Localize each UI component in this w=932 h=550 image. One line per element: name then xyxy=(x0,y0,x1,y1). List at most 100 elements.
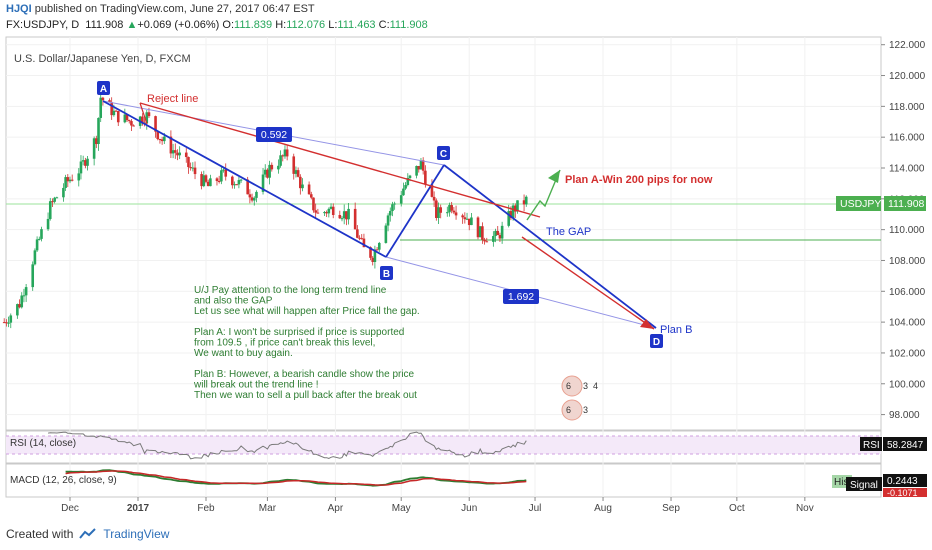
candle-body xyxy=(465,218,469,220)
ratio-badge-2[interactable] xyxy=(503,289,539,304)
hist-tag-label: His xyxy=(834,477,848,488)
candle-body xyxy=(338,215,342,219)
svg-text:3: 3 xyxy=(583,381,588,391)
candle-body xyxy=(261,174,265,192)
trend-line-bc[interactable] xyxy=(385,164,445,258)
event-icons[interactable]: 6 3 4 6 3 xyxy=(561,375,598,421)
plan-a-arrow[interactable] xyxy=(526,169,561,221)
candle-body xyxy=(224,169,228,177)
candle-body xyxy=(492,236,495,242)
time-axis[interactable]: Dec 2017 Feb Mar Apr May Jun Jul Aug Sep Oct Nov xyxy=(61,497,814,514)
candle-body xyxy=(292,156,296,174)
symbol-price-tag[interactable] xyxy=(836,196,881,211)
candle-body xyxy=(158,138,162,140)
candle-body xyxy=(5,322,8,324)
candle-body xyxy=(154,116,157,132)
ratio-badge-1[interactable] xyxy=(256,127,292,142)
note-line: Plan A: I won't be surprised if price is… xyxy=(194,327,404,338)
y-tick-label: 114.000 xyxy=(889,164,925,175)
candle-body xyxy=(184,152,188,158)
tradingview-brand[interactable]: TradingView xyxy=(103,527,170,541)
reject-trend-line[interactable] xyxy=(139,102,541,218)
x-tick-label: Aug xyxy=(594,503,612,514)
ratio-label-1: 0.592 xyxy=(261,129,287,141)
current-price-tag[interactable] xyxy=(884,196,926,211)
candle-body xyxy=(369,247,372,258)
x-tick-label: Jul xyxy=(529,503,542,514)
candle-body xyxy=(193,167,197,175)
publish-header: HJQI published on TradingView.com, June … xyxy=(6,3,315,15)
macd-label: MACD (12, 26, close, 9) xyxy=(10,475,117,486)
candle-body xyxy=(22,295,26,297)
candle-body xyxy=(435,200,438,218)
candle-body xyxy=(377,242,381,250)
candle-body xyxy=(417,165,421,170)
candle-body xyxy=(463,217,467,220)
close-value: 111.908 xyxy=(389,19,428,31)
candle-body xyxy=(97,117,100,145)
point-a-badge[interactable] xyxy=(97,81,110,95)
signal-line xyxy=(65,470,527,486)
symbol-name[interactable]: FX:USDJPY, D xyxy=(6,19,80,31)
candle-body xyxy=(237,180,241,185)
tradingview-logo-icon xyxy=(79,528,97,539)
y-tick-label: 122.000 xyxy=(889,40,926,51)
x-tick-label: Feb xyxy=(197,503,215,514)
candle-body xyxy=(77,173,81,181)
candle-body xyxy=(522,200,526,205)
candle-body xyxy=(279,155,282,166)
candle-body xyxy=(33,250,37,265)
rsi-tag-label-bg xyxy=(860,437,882,451)
plan-b-arrow[interactable] xyxy=(521,236,655,330)
candle-body xyxy=(202,175,206,187)
candle-body xyxy=(342,211,346,219)
candle-body xyxy=(432,196,436,201)
point-c-badge[interactable] xyxy=(437,146,450,160)
candle-body xyxy=(483,239,486,242)
candle-body xyxy=(169,136,173,154)
candle-body xyxy=(160,139,164,142)
candle-body xyxy=(24,287,28,296)
y-tick-label: 98.000 xyxy=(889,410,920,421)
trend-line-ab[interactable] xyxy=(102,100,387,258)
price-axis[interactable]: 122.000120.000118.000116.000114.000112.0… xyxy=(881,40,926,421)
candle-body xyxy=(16,304,19,316)
candle-body xyxy=(7,322,10,324)
candle-body xyxy=(81,160,85,162)
y-tick-label: 104.000 xyxy=(889,318,926,329)
candle-body xyxy=(496,230,500,236)
candle-body xyxy=(283,149,287,157)
candle-body xyxy=(220,170,223,182)
candle-body xyxy=(141,116,144,123)
point-b-label: B xyxy=(383,269,390,280)
trend-line-cd[interactable] xyxy=(443,164,657,329)
candle-body xyxy=(430,184,434,197)
point-d-badge[interactable] xyxy=(650,334,663,348)
candle-body xyxy=(66,177,70,182)
candle-body xyxy=(191,167,195,169)
change-value: +0.069 (+0.06%) xyxy=(137,19,220,31)
author-name[interactable]: HJQI xyxy=(6,3,32,15)
candle-body xyxy=(345,211,348,220)
analysis-note: U/J Pay attention to the long term trend… xyxy=(193,285,420,401)
y-tick-label: 118.000 xyxy=(889,102,925,113)
y-tick-label: 116.000 xyxy=(889,133,925,144)
candle-body xyxy=(55,197,59,199)
point-d-label: D xyxy=(653,337,660,348)
candle-body xyxy=(156,131,160,139)
candle-body xyxy=(163,136,166,142)
candle-body xyxy=(323,212,326,214)
candle-body xyxy=(301,184,304,189)
candle-body xyxy=(384,225,388,243)
candle-body xyxy=(450,205,453,211)
rsi-value-bg xyxy=(883,437,927,451)
candle-body xyxy=(470,217,473,226)
x-tick-label: 2017 xyxy=(127,503,150,514)
candle-body xyxy=(509,211,513,219)
y-tick-label: 102.000 xyxy=(889,348,926,359)
candle-body xyxy=(406,177,410,186)
candle-body xyxy=(84,160,87,166)
point-b-badge[interactable] xyxy=(380,266,393,280)
candle-body xyxy=(246,179,249,195)
